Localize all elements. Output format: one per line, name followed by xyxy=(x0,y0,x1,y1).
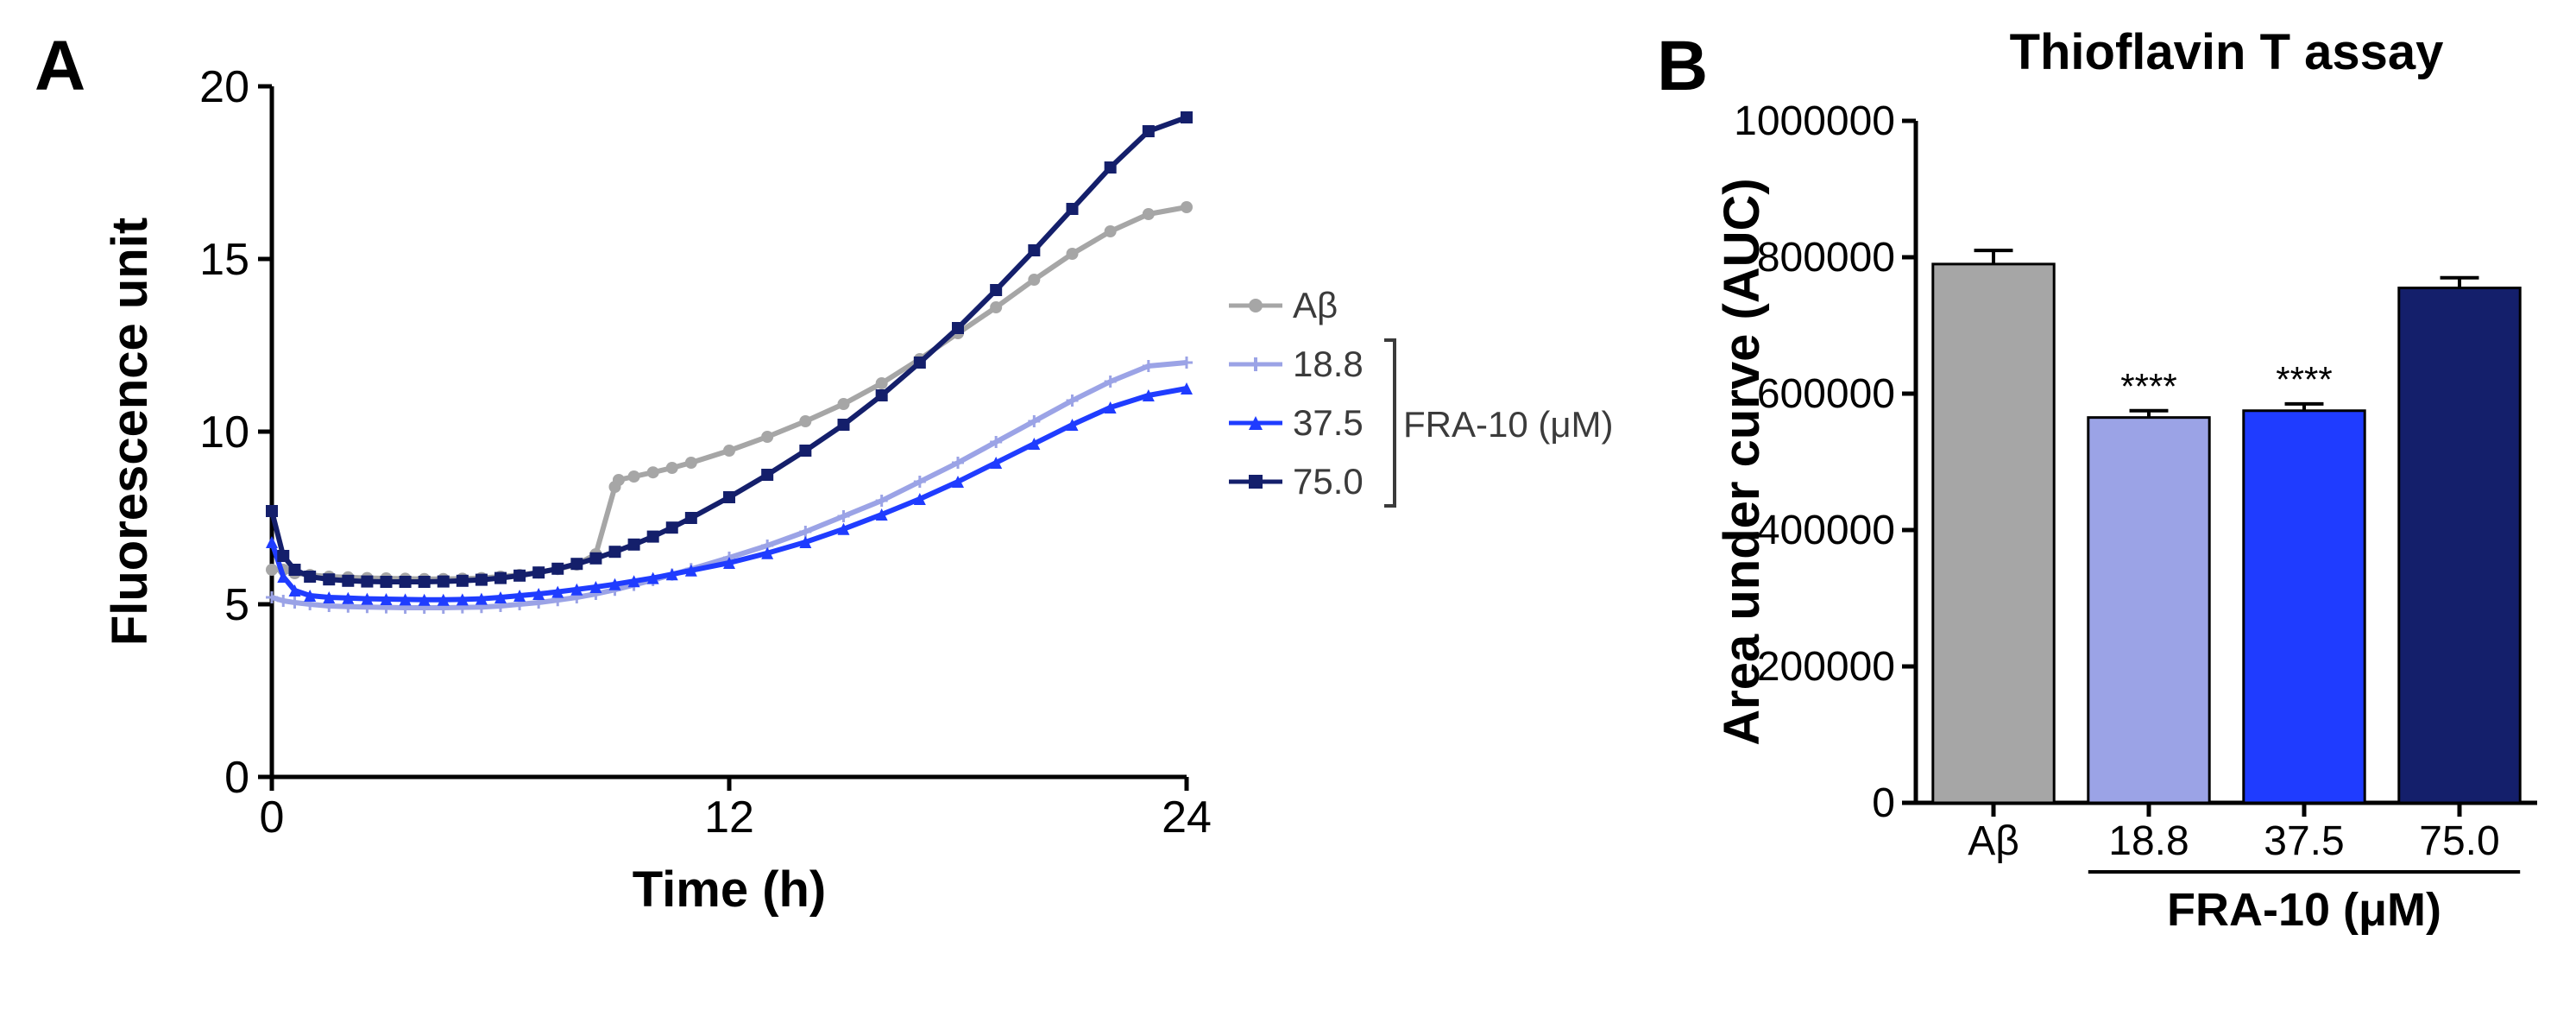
svg-text:1000000: 1000000 xyxy=(1734,98,1895,144)
svg-text:Area under curve (AUC): Area under curve (AUC) xyxy=(1717,178,1770,745)
panel-b-label: B xyxy=(1657,26,1708,107)
svg-text:0: 0 xyxy=(224,753,249,803)
svg-text:Aβ: Aβ xyxy=(1968,818,2019,864)
legend-item: Aβ xyxy=(1225,276,1588,335)
svg-text:Thioflavin T assay: Thioflavin T assay xyxy=(2010,24,2444,80)
svg-text:FRA-10 (μM): FRA-10 (μM) xyxy=(2167,884,2441,936)
legend-item-label: 18.8 xyxy=(1293,344,1364,385)
svg-text:****: **** xyxy=(2276,359,2332,400)
svg-text:10: 10 xyxy=(199,407,249,458)
svg-text:600000: 600000 xyxy=(1757,371,1895,417)
panel-b-chart: Thioflavin T assay 0 200000 400000 600000 800… xyxy=(1717,17,2563,984)
svg-text:18.8: 18.8 xyxy=(2108,818,2189,864)
legend-item: 18.8 xyxy=(1225,335,1588,394)
svg-text:0: 0 xyxy=(260,792,285,843)
panel-a-label-text: A xyxy=(35,27,85,105)
svg-text:24: 24 xyxy=(1162,792,1212,843)
panel-a-legend: Aβ18.837.575.0FRA-10 (μM) xyxy=(1225,276,1588,535)
svg-text:Fluorescence unit: Fluorescence unit xyxy=(102,218,158,646)
svg-text:Time (h): Time (h) xyxy=(633,862,827,918)
legend-item: 75.0 xyxy=(1225,452,1588,511)
svg-text:15: 15 xyxy=(199,235,249,285)
svg-text:0: 0 xyxy=(1872,780,1895,826)
legend-group-label: FRA-10 (μM) xyxy=(1403,404,1614,445)
svg-text:75.0: 75.0 xyxy=(2419,818,2499,864)
svg-text:5: 5 xyxy=(224,580,249,630)
panel-b-label-text: B xyxy=(1657,27,1708,105)
legend-item-label: 75.0 xyxy=(1293,461,1364,502)
panel-a-chart: 0 5 10 15 20 0 12 24 Time (h) Fluorescence unit xyxy=(95,35,1217,941)
svg-text:800000: 800000 xyxy=(1757,235,1895,281)
figure-root: A 0 5 10 15 20 0 12 24 Time (h) Fluorescence unit… xyxy=(0,0,2576,1010)
legend-item-label: 37.5 xyxy=(1293,402,1364,444)
svg-text:****: **** xyxy=(2120,366,2176,407)
svg-text:37.5: 37.5 xyxy=(2264,818,2344,864)
svg-text:200000: 200000 xyxy=(1757,644,1895,690)
svg-text:400000: 400000 xyxy=(1757,508,1895,553)
svg-text:12: 12 xyxy=(704,792,754,843)
legend-item-label: Aβ xyxy=(1293,285,1338,326)
panel-a-label: A xyxy=(35,26,85,107)
svg-text:20: 20 xyxy=(199,62,249,112)
